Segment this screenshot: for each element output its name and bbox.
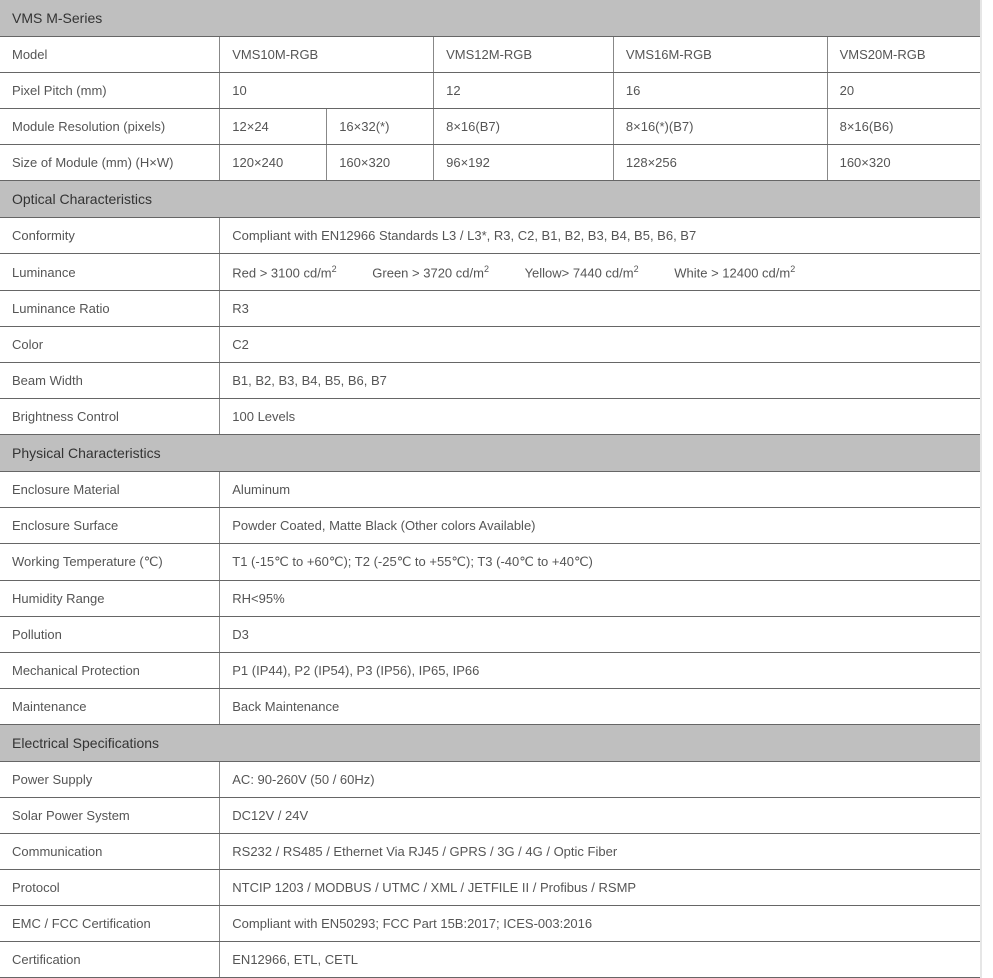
cell: 12×24	[220, 109, 327, 145]
luminance-green: Green > 3720 cd/m2	[372, 264, 489, 280]
luminance-red: Red > 3100 cd/m2	[232, 264, 336, 280]
cell: 160×320	[827, 145, 981, 181]
cell: T1 (-15℃ to +60℃); T2 (-25℃ to +55℃); T3…	[220, 544, 981, 581]
section-title: VMS M-Series	[0, 0, 981, 37]
row-module-resolution: Module Resolution (pixels) 12×24 16×32(*…	[0, 109, 981, 145]
cell: VMS16M-RGB	[613, 37, 827, 73]
label: Mechanical Protection	[0, 653, 220, 689]
label: Conformity	[0, 218, 220, 254]
cell: Compliant with EN50293; FCC Part 15B:201…	[220, 906, 981, 942]
row-conformity: Conformity Compliant with EN12966 Standa…	[0, 218, 981, 254]
row-enclosure-surface: Enclosure Surface Powder Coated, Matte B…	[0, 508, 981, 544]
label: Maintenance	[0, 689, 220, 725]
section-title: Optical Characteristics	[0, 181, 981, 218]
row-pixel-pitch: Pixel Pitch (mm) 10 12 16 20	[0, 73, 981, 109]
cell-luminance: Red > 3100 cd/m2 Green > 3720 cd/m2 Yell…	[220, 254, 981, 291]
section-title: Electrical Specifications	[0, 725, 981, 762]
label: Luminance Ratio	[0, 291, 220, 327]
cell: DC12V / 24V	[220, 798, 981, 834]
cell: NTCIP 1203 / MODBUS / UTMC / XML / JETFI…	[220, 870, 981, 906]
luminance-yellow: Yellow> 7440 cd/m2	[525, 264, 639, 280]
cell: 160×320	[327, 145, 434, 181]
row-communication: Communication RS232 / RS485 / Ethernet V…	[0, 834, 981, 870]
row-solar: Solar Power System DC12V / 24V	[0, 798, 981, 834]
section-header-optical: Optical Characteristics	[0, 181, 981, 218]
label: Solar Power System	[0, 798, 220, 834]
cell: Aluminum	[220, 472, 981, 508]
cell: P1 (IP44), P2 (IP54), P3 (IP56), IP65, I…	[220, 653, 981, 689]
section-header-electrical: Electrical Specifications	[0, 725, 981, 762]
row-working-temp: Working Temperature (℃) T1 (-15℃ to +60℃…	[0, 544, 981, 581]
row-humidity: Humidity Range RH<95%	[0, 581, 981, 617]
cell: AC: 90-260V (50 / 60Hz)	[220, 762, 981, 798]
label: Model	[0, 37, 220, 73]
cell: VMS20M-RGB	[827, 37, 981, 73]
cell: 8×16(B6)	[827, 109, 981, 145]
row-brightness: Brightness Control 100 Levels	[0, 399, 981, 435]
row-pollution: Pollution D3	[0, 617, 981, 653]
label: Communication	[0, 834, 220, 870]
cell: RS232 / RS485 / Ethernet Via RJ45 / GPRS…	[220, 834, 981, 870]
label: Brightness Control	[0, 399, 220, 435]
section-title: Physical Characteristics	[0, 435, 981, 472]
cell: Powder Coated, Matte Black (Other colors…	[220, 508, 981, 544]
specification-table: VMS M-Series Model VMS10M-RGB VMS12M-RGB…	[0, 0, 982, 978]
cell: R3	[220, 291, 981, 327]
label: Power Supply	[0, 762, 220, 798]
row-certification: Certification EN12966, ETL, CETL	[0, 942, 981, 978]
luminance-white: White > 12400 cd/m2	[674, 264, 795, 280]
cell: 12	[434, 73, 614, 109]
cell: 16×32(*)	[327, 109, 434, 145]
cell: 128×256	[613, 145, 827, 181]
section-header-series: VMS M-Series	[0, 0, 981, 37]
row-emc: EMC / FCC Certification Compliant with E…	[0, 906, 981, 942]
row-enclosure-material: Enclosure Material Aluminum	[0, 472, 981, 508]
row-model: Model VMS10M-RGB VMS12M-RGB VMS16M-RGB V…	[0, 37, 981, 73]
cell: VMS10M-RGB	[220, 37, 434, 73]
row-power-supply: Power Supply AC: 90-260V (50 / 60Hz)	[0, 762, 981, 798]
cell: Back Maintenance	[220, 689, 981, 725]
cell: EN12966, ETL, CETL	[220, 942, 981, 978]
cell: 8×16(B7)	[434, 109, 614, 145]
label: Module Resolution (pixels)	[0, 109, 220, 145]
cell: Compliant with EN12966 Standards L3 / L3…	[220, 218, 981, 254]
cell: C2	[220, 327, 981, 363]
cell: RH<95%	[220, 581, 981, 617]
label: EMC / FCC Certification	[0, 906, 220, 942]
label: Pollution	[0, 617, 220, 653]
row-maintenance: Maintenance Back Maintenance	[0, 689, 981, 725]
row-module-size: Size of Module (mm) (H×W) 120×240 160×32…	[0, 145, 981, 181]
cell: B1, B2, B3, B4, B5, B6, B7	[220, 363, 981, 399]
row-beam-width: Beam Width B1, B2, B3, B4, B5, B6, B7	[0, 363, 981, 399]
label: Beam Width	[0, 363, 220, 399]
label: Luminance	[0, 254, 220, 291]
cell: VMS12M-RGB	[434, 37, 614, 73]
row-luminance: Luminance Red > 3100 cd/m2 Green > 3720 …	[0, 254, 981, 291]
cell: D3	[220, 617, 981, 653]
label: Enclosure Surface	[0, 508, 220, 544]
cell: 20	[827, 73, 981, 109]
label: Color	[0, 327, 220, 363]
cell: 8×16(*)(B7)	[613, 109, 827, 145]
label: Size of Module (mm) (H×W)	[0, 145, 220, 181]
row-color: Color C2	[0, 327, 981, 363]
cell: 16	[613, 73, 827, 109]
label: Protocol	[0, 870, 220, 906]
cell: 96×192	[434, 145, 614, 181]
row-mechanical-protection: Mechanical Protection P1 (IP44), P2 (IP5…	[0, 653, 981, 689]
cell: 120×240	[220, 145, 327, 181]
label: Working Temperature (℃)	[0, 544, 220, 581]
label: Certification	[0, 942, 220, 978]
label: Enclosure Material	[0, 472, 220, 508]
row-protocol: Protocol NTCIP 1203 / MODBUS / UTMC / XM…	[0, 870, 981, 906]
label: Pixel Pitch (mm)	[0, 73, 220, 109]
row-luminance-ratio: Luminance Ratio R3	[0, 291, 981, 327]
section-header-physical: Physical Characteristics	[0, 435, 981, 472]
cell: 10	[220, 73, 434, 109]
cell: 100 Levels	[220, 399, 981, 435]
label: Humidity Range	[0, 581, 220, 617]
